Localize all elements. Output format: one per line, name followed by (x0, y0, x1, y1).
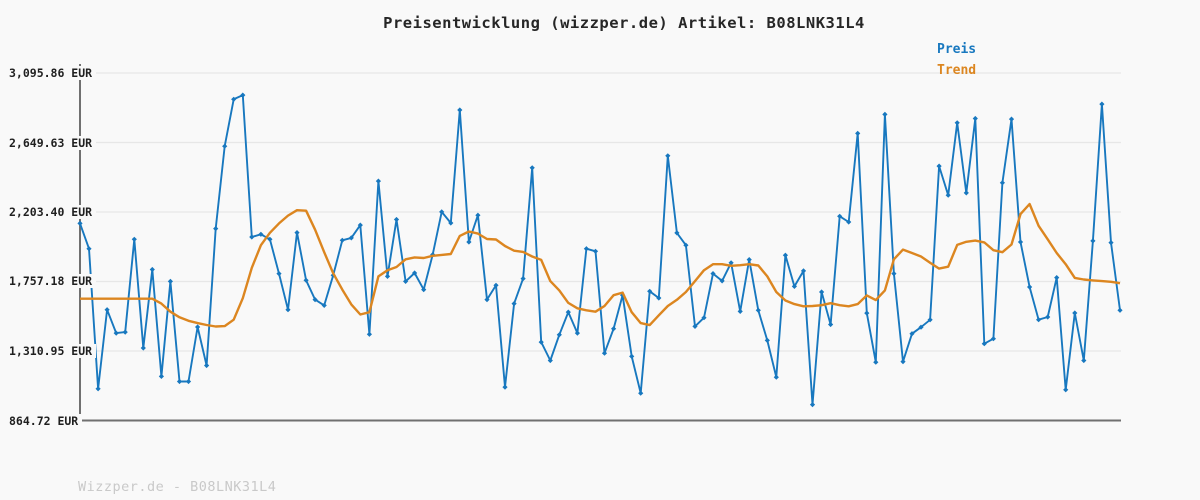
page-title: Preisentwicklung (wizzper.de) Artikel: B… (383, 14, 865, 32)
y-tick-label: 2,203.40 EUR (9, 205, 97, 219)
series-line-preis (79, 94, 1121, 406)
watermark: Wizzper.de - B08LNK31L4 (78, 479, 277, 495)
y-tick-label: 864.72 EUR (9, 413, 83, 428)
y-tick-label: 1,757.18 EUR (9, 274, 97, 289)
legend: Preis Trend (937, 39, 976, 81)
y-tick-label: 1,310.95 EUR (9, 343, 97, 358)
series-markers-preis (77, 92, 1123, 408)
legend-item-trend: Trend (937, 63, 977, 78)
y-tick-label: 2,649.63 EUR (9, 135, 97, 150)
legend-item-preis: Preis (937, 42, 977, 57)
series-line-trend (80, 202, 1121, 328)
y-tick-label: 3,095.86 EUR (9, 66, 97, 80)
